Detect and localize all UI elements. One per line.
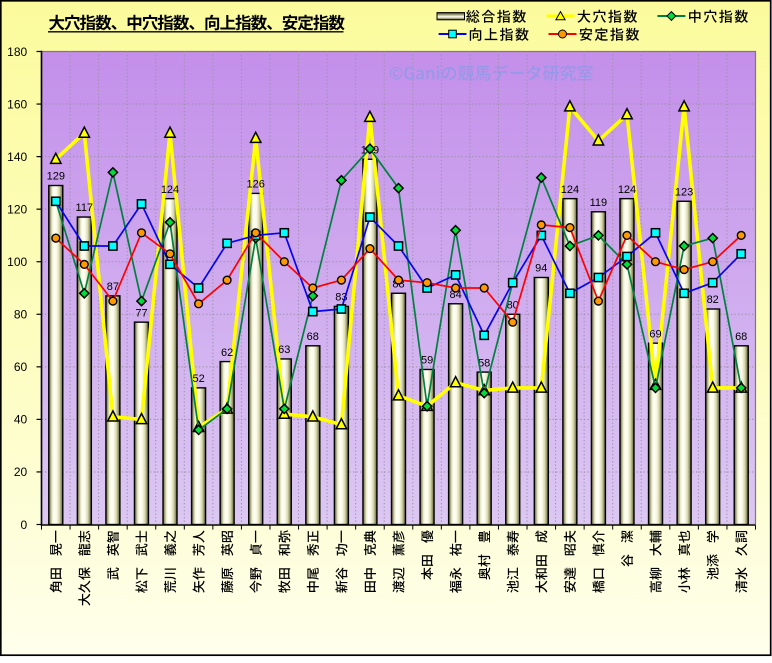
- svg-text:124: 124: [618, 184, 636, 196]
- svg-text:60: 60: [14, 360, 28, 374]
- svg-text:119: 119: [590, 197, 608, 209]
- svg-text:80: 80: [14, 308, 28, 322]
- svg-text:129: 129: [47, 171, 65, 183]
- svg-text:123: 123: [675, 187, 693, 199]
- svg-text:0: 0: [21, 518, 28, 532]
- svg-text:63: 63: [278, 344, 290, 356]
- svg-text:94: 94: [535, 263, 547, 275]
- svg-text:58: 58: [478, 357, 490, 369]
- svg-text:62: 62: [221, 347, 233, 359]
- svg-text:69: 69: [649, 328, 661, 340]
- svg-text:84: 84: [449, 289, 461, 301]
- svg-text:52: 52: [192, 373, 204, 385]
- svg-text:124: 124: [161, 184, 179, 196]
- svg-text:140: 140: [7, 150, 27, 164]
- svg-text:82: 82: [707, 294, 719, 306]
- svg-text:100: 100: [7, 255, 27, 269]
- svg-text:68: 68: [307, 331, 319, 343]
- svg-text:160: 160: [7, 97, 27, 111]
- svg-text:120: 120: [7, 203, 27, 217]
- svg-text:117: 117: [76, 202, 94, 214]
- svg-text:126: 126: [247, 179, 265, 191]
- svg-text:180: 180: [7, 45, 27, 59]
- svg-text:80: 80: [507, 300, 519, 312]
- svg-text:59: 59: [421, 355, 433, 367]
- svg-text:20: 20: [14, 465, 28, 479]
- svg-text:87: 87: [107, 281, 119, 293]
- svg-text:77: 77: [135, 307, 147, 319]
- svg-text:68: 68: [735, 331, 747, 343]
- svg-text:124: 124: [561, 184, 579, 196]
- svg-text:40: 40: [14, 413, 28, 427]
